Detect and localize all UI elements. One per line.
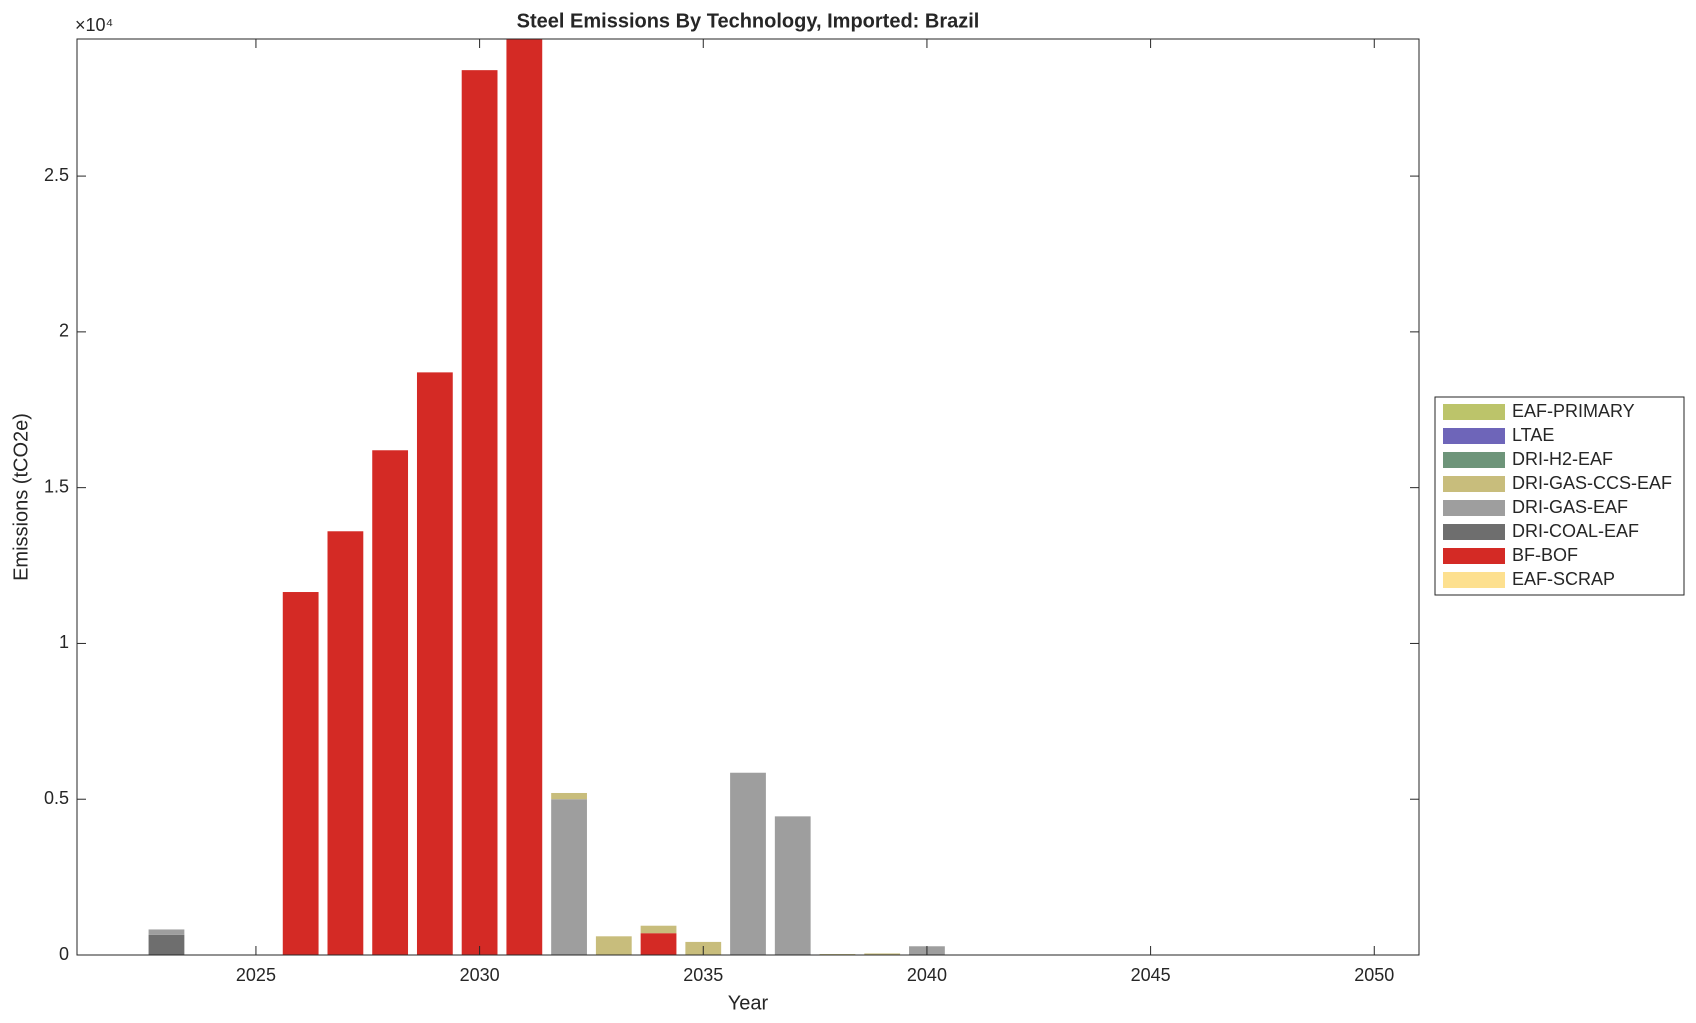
legend-label: EAF-PRIMARY [1512,401,1635,421]
bar-segment [595,936,632,955]
bars [148,39,945,955]
plot-box [76,38,1420,956]
bar-segment [416,372,453,955]
legend-swatch [1443,572,1505,588]
legend-swatch [1443,428,1505,444]
legend-label: DRI-COAL-EAF [1512,521,1639,541]
legend-label: DRI-H2-EAF [1512,449,1613,469]
y-tick-label: 0.5 [44,788,69,808]
legend-swatch [1443,524,1505,540]
legend-swatch [1443,500,1505,516]
bar-segment [372,450,409,955]
bar-segment [864,953,901,955]
legend-swatch [1443,476,1505,492]
bar-segment [148,934,185,955]
legend-label: DRI-GAS-EAF [1512,497,1628,517]
y-tick-label: 1 [59,632,69,652]
y-tick-label: 1.5 [44,476,69,496]
bar-segment [640,925,677,934]
bar-segment [506,39,543,955]
legend-swatch [1443,548,1505,564]
x-tick-label: 2040 [907,965,947,985]
legend-label: DRI-GAS-CCS-EAF [1512,473,1672,493]
x-tick-label: 2045 [1131,965,1171,985]
legend-label: EAF-SCRAP [1512,569,1615,589]
x-axis-label: Year [728,992,769,1014]
x-tick-label: 2030 [460,965,500,985]
bar-segment [282,592,319,955]
legend-swatch [1443,452,1505,468]
x-tick-label: 2035 [683,965,723,985]
legend-swatch [1443,404,1505,420]
x-tick-label: 2025 [236,965,276,985]
legend-label: BF-BOF [1512,545,1578,565]
bar-segment [551,792,587,800]
bar-segment [640,933,677,955]
bar-segment [327,531,364,955]
legend-label: LTAE [1512,425,1554,445]
x-tick-label: 2050 [1354,965,1394,985]
y-tick-label: 2 [59,321,69,341]
chart-title: Steel Emissions By Technology, Imported:… [517,10,980,32]
bar-segment [551,799,587,955]
y-tick-label: 0 [59,944,69,964]
bar-segment [148,929,185,935]
y-axis-label: Emissions (tCO2e) [10,413,32,581]
y-exponent: ×10⁴ [75,15,113,35]
bar-segment [461,70,498,955]
bar-segment [774,816,811,955]
bar-segment [730,772,766,955]
y-tick-label: 2.5 [44,165,69,185]
